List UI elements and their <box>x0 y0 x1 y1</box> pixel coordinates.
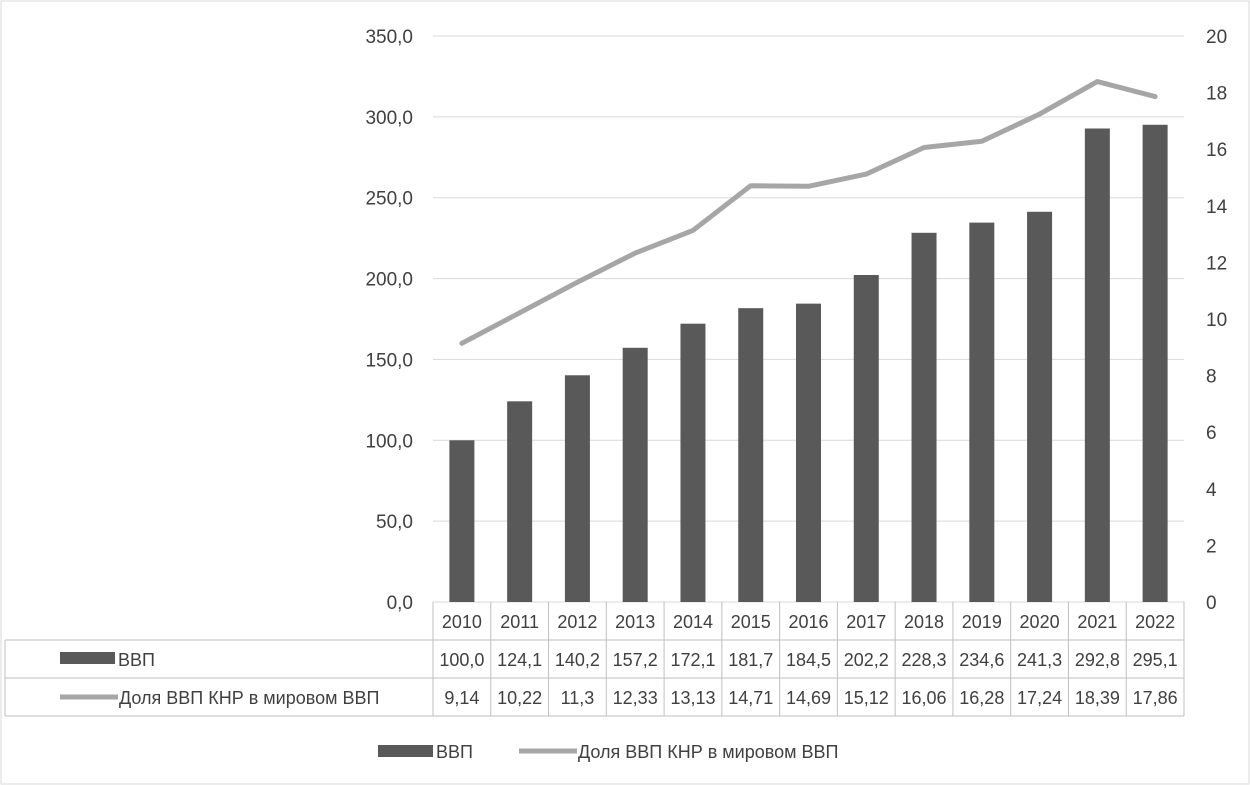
right-axis-ticks: 0 2 4 6 8 10 12 14 16 18 20 <box>1206 27 1228 614</box>
bar <box>911 232 937 603</box>
category-label: 2020 <box>1020 612 1060 632</box>
legend-key-bar <box>378 745 433 757</box>
y-left-tick-label: 300,0 <box>365 108 413 129</box>
bar <box>564 375 590 602</box>
table-row-label: Доля ВВП КНР в мировом ВВП <box>119 688 379 708</box>
data-label: 228,3 <box>902 650 947 670</box>
category-label: 2018 <box>904 612 944 632</box>
data-label: 17,24 <box>1017 688 1062 708</box>
bar <box>853 275 879 602</box>
data-label: 292,8 <box>1075 650 1120 670</box>
y-left-tick-label: 250,0 <box>365 189 413 210</box>
y-left-tick-label: 50,0 <box>376 512 413 533</box>
data-label: 100,0 <box>439 650 484 670</box>
data-label: 157,2 <box>613 650 658 670</box>
data-label: 172,1 <box>670 650 715 670</box>
category-label: 2011 <box>500 612 539 632</box>
data-label: 181,7 <box>728 650 773 670</box>
category-label: 2021 <box>1077 612 1117 632</box>
data-label: 14,71 <box>728 688 773 708</box>
data-label: 184,5 <box>786 650 831 670</box>
y-right-tick-label: 0 <box>1206 593 1217 614</box>
y-left-tick-label: 350,0 <box>365 27 413 48</box>
y-left-tick-label: 150,0 <box>365 350 413 371</box>
bar <box>1142 124 1168 603</box>
data-label: 140,2 <box>555 650 600 670</box>
y-right-tick-label: 10 <box>1206 310 1227 331</box>
bar <box>1084 128 1110 603</box>
data-table: 2010 2011 2012 2013 2014 2015 2016 2017 2018 2019… <box>4 602 1185 717</box>
y-right-tick-label: 16 <box>1206 140 1227 161</box>
category-label: 2014 <box>673 612 713 632</box>
data-label: 202,2 <box>844 650 889 670</box>
bar <box>449 440 475 602</box>
table-row-label: ВВП <box>118 650 155 670</box>
y-right-tick-label: 14 <box>1206 197 1228 218</box>
data-label: 17,86 <box>1133 688 1178 708</box>
y-left-tick-label: 200,0 <box>365 270 413 291</box>
y-right-tick-label: 8 <box>1206 367 1217 388</box>
data-label: 14,69 <box>786 688 831 708</box>
category-label: 2016 <box>788 612 828 632</box>
data-label: 18,39 <box>1075 688 1120 708</box>
category-label: 2012 <box>557 612 597 632</box>
y-right-tick-label: 20 <box>1206 27 1227 48</box>
bar <box>622 347 648 602</box>
legend-label: Доля ВВП КНР в мировом ВВП <box>578 742 838 762</box>
y-right-tick-label: 4 <box>1206 480 1217 501</box>
data-label: 16,06 <box>902 688 947 708</box>
data-label: 234,6 <box>959 650 1004 670</box>
y-left-tick-label: 100,0 <box>365 431 413 452</box>
category-label: 2022 <box>1135 612 1175 632</box>
left-axis-ticks: 0,0 50,0 100,0 150,0 200,0 250,0 300,0 350,0 <box>365 27 413 614</box>
bar <box>680 323 706 602</box>
data-label: 16,28 <box>959 688 1004 708</box>
legend-label: ВВП <box>436 742 473 762</box>
data-label: 10,22 <box>497 688 542 708</box>
y-left-tick-label: 0,0 <box>387 593 413 614</box>
y-right-tick-label: 18 <box>1206 84 1227 105</box>
y-right-tick-label: 12 <box>1206 253 1227 274</box>
data-label: 295,1 <box>1133 650 1178 670</box>
data-label: 15,12 <box>844 688 889 708</box>
data-label: 13,13 <box>670 688 715 708</box>
data-label: 9,14 <box>444 688 479 708</box>
data-label: 124,1 <box>497 650 542 670</box>
category-label: 2010 <box>442 612 482 632</box>
gridlines <box>433 35 1184 603</box>
bar <box>1027 211 1053 602</box>
data-label: 12,33 <box>613 688 658 708</box>
category-label: 2019 <box>962 612 1002 632</box>
bar <box>738 308 764 602</box>
legend: ВВП Доля ВВП КНР в мировом ВВП <box>378 742 838 762</box>
data-label: 11,3 <box>561 688 595 708</box>
y-right-tick-label: 6 <box>1206 423 1217 444</box>
y-right-tick-label: 2 <box>1206 536 1217 557</box>
bar <box>796 303 821 602</box>
bar-series <box>449 124 1168 603</box>
data-label: 241,3 <box>1017 650 1062 670</box>
table-key-bar <box>60 652 115 664</box>
bar <box>969 222 995 602</box>
category-label: 2015 <box>731 612 771 632</box>
category-label: 2017 <box>846 612 886 632</box>
line-series <box>459 79 1158 346</box>
bar <box>507 401 533 602</box>
category-label: 2013 <box>615 612 655 632</box>
